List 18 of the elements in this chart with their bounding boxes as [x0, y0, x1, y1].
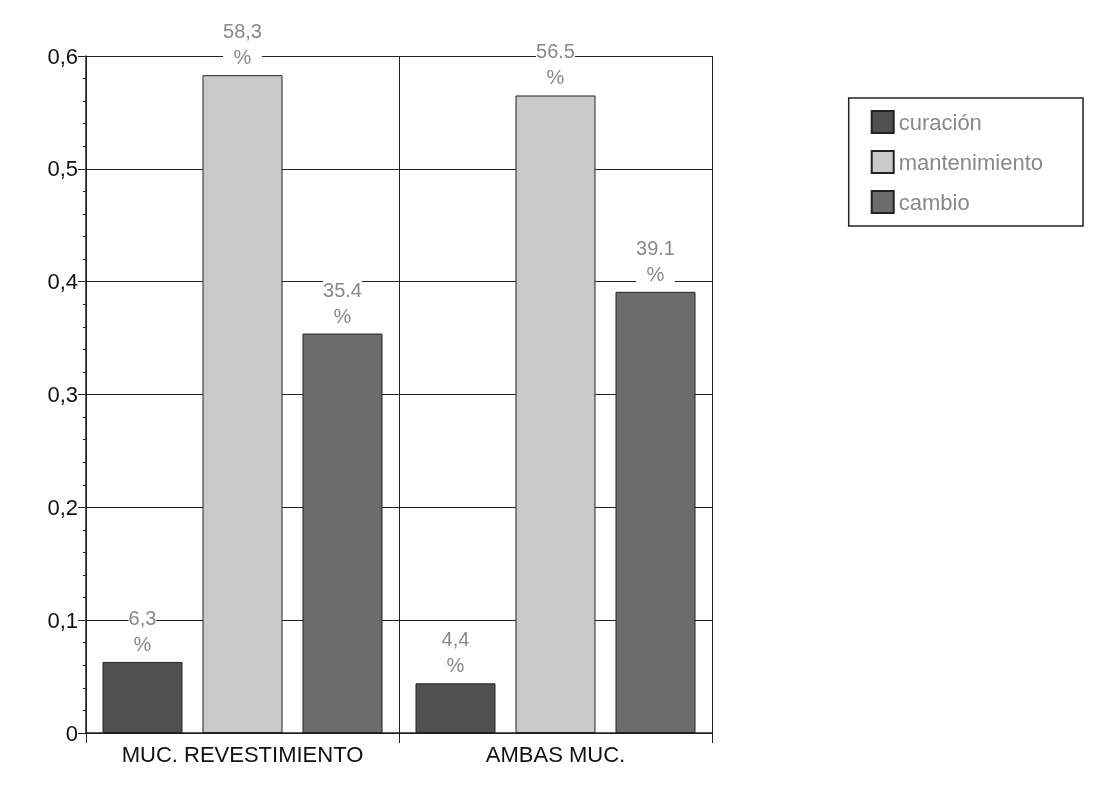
legend-label: mantenimiento — [898, 149, 1044, 175]
data-label: 6,3 % — [128, 606, 157, 655]
legend-label: cambio — [898, 189, 970, 215]
data-label: 35.4 % — [323, 278, 362, 327]
data-label: 56.5 % — [536, 40, 575, 89]
y-tick-label: 0,5 — [47, 156, 78, 182]
legend-label: curación — [898, 109, 982, 135]
x-tick-label: AMBAS MUC. — [485, 741, 626, 767]
data-label: 58,3 % — [223, 20, 262, 69]
x-tick-label: MUC. REVESTIMIENTO — [121, 741, 364, 767]
y-tick-label: 0 — [65, 720, 78, 746]
y-tick-label: 0,1 — [47, 607, 78, 633]
y-tick-label: 0,2 — [47, 494, 78, 520]
y-tick-label: 0,3 — [47, 382, 78, 407]
y-tick-label: 0,4 — [47, 269, 78, 295]
y-tick-label: 0,6 — [47, 43, 78, 69]
data-label: 39.1 % — [636, 236, 675, 285]
data-label: 4,4 % — [441, 628, 470, 677]
